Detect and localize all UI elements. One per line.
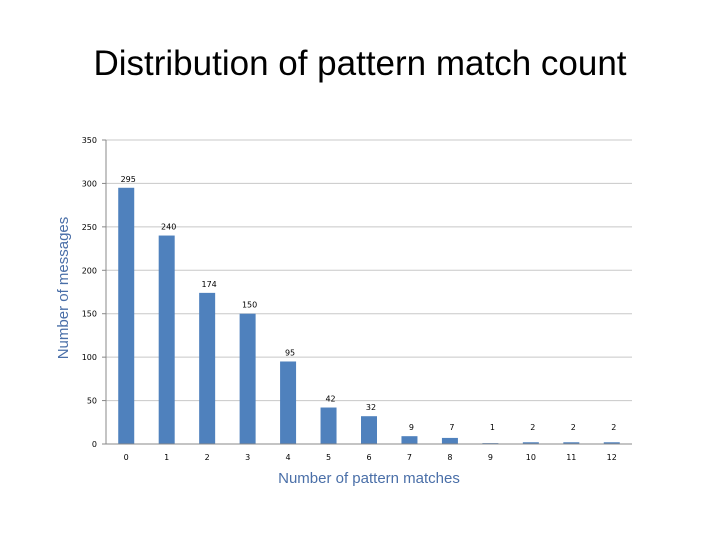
x-tick-label: 12 — [607, 453, 617, 462]
bar — [401, 436, 418, 444]
y-axis-ticks: 0 50 100 150 200 250 300 350 — [82, 136, 107, 449]
chart-title: Distribution of pattern match count — [93, 44, 627, 83]
x-tick-label: 9 — [488, 453, 493, 462]
bar — [118, 187, 135, 444]
x-axis-title: Number of pattern matches — [278, 470, 460, 487]
x-tick-label: 5 — [326, 453, 331, 462]
y-tick-label: 0 — [92, 440, 97, 449]
y-tick-label: 200 — [82, 266, 97, 275]
x-tick-label: 6 — [366, 453, 371, 462]
x-tick-label: 2 — [205, 453, 210, 462]
data-labels: 295 240 174 150 95 42 32 9 7 1 2 2 2 — [121, 175, 617, 432]
x-tick-label: 8 — [447, 453, 452, 462]
x-tick-label: 3 — [245, 453, 250, 462]
x-tick-label: 1 — [164, 453, 169, 462]
data-label: 42 — [325, 395, 335, 404]
x-tick-label: 7 — [407, 453, 412, 462]
bar — [280, 361, 297, 444]
bar — [441, 437, 458, 444]
y-tick-label: 350 — [82, 136, 97, 145]
x-tick-label: 10 — [526, 453, 536, 462]
data-label: 295 — [121, 175, 136, 184]
x-tick-label: 11 — [566, 453, 576, 462]
bar — [603, 442, 620, 444]
bar — [239, 313, 256, 444]
data-label: 150 — [242, 301, 257, 310]
bars — [118, 187, 620, 444]
data-label: 1 — [490, 423, 495, 432]
bar — [361, 416, 377, 444]
bar — [563, 442, 580, 444]
x-axis-ticks: 0 1 2 3 4 5 6 7 8 9 10 11 12 — [106, 443, 632, 462]
x-tick-label: 4 — [286, 453, 291, 462]
data-label: 7 — [449, 423, 454, 432]
gridlines — [106, 139, 632, 445]
y-tick-label: 100 — [82, 353, 97, 362]
bar — [199, 292, 216, 444]
data-label: 95 — [285, 348, 295, 357]
data-label: 2 — [571, 423, 576, 432]
y-tick-label: 300 — [82, 179, 97, 188]
data-label: 9 — [409, 423, 414, 432]
y-tick-label: 250 — [82, 223, 97, 232]
data-label: 2 — [530, 423, 535, 432]
y-axis-title: Number of messages — [55, 217, 72, 360]
y-tick-label: 50 — [87, 397, 97, 406]
y-tick-label: 150 — [82, 310, 97, 319]
data-label: 240 — [161, 223, 176, 232]
data-label: 174 — [202, 280, 217, 289]
bar — [522, 442, 539, 444]
data-label: 32 — [366, 403, 376, 412]
data-label: 2 — [611, 423, 616, 432]
bar — [158, 235, 175, 444]
x-tick-label: 0 — [124, 453, 129, 462]
bar — [320, 407, 337, 444]
